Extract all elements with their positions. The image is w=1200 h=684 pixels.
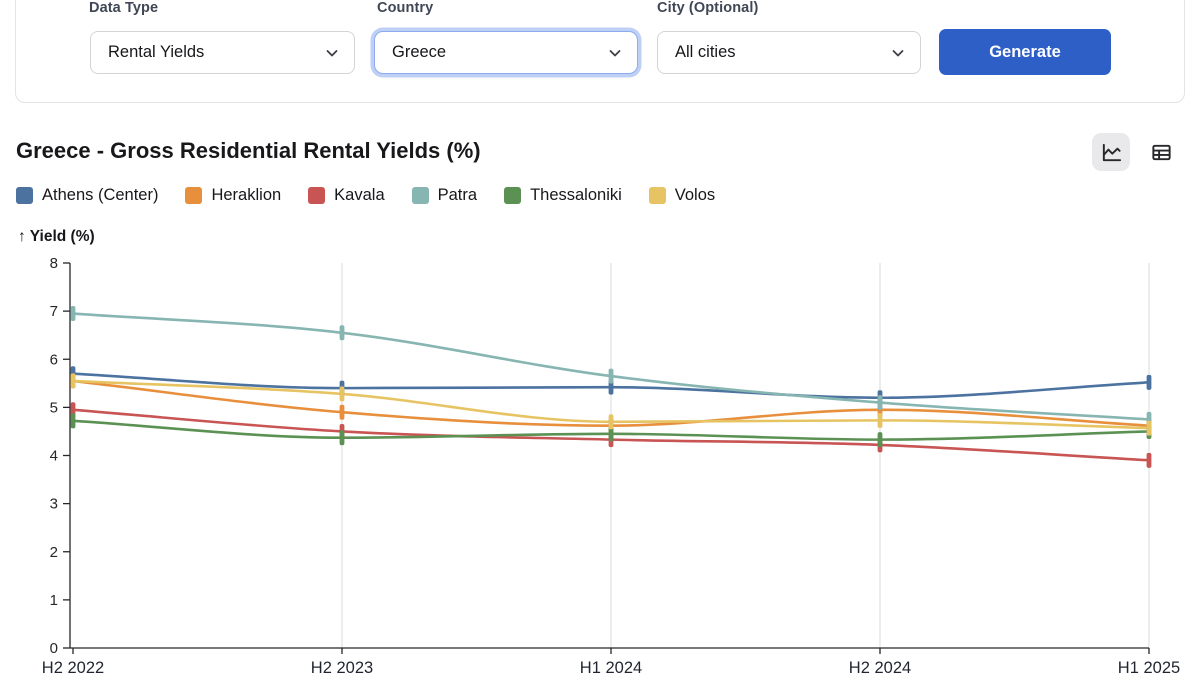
data-type-label: Data Type — [89, 0, 159, 16]
chevron-down-icon — [326, 49, 338, 56]
x-tick-label: H2 2022 — [42, 659, 104, 677]
legend-swatch — [411, 187, 429, 204]
legend-swatch — [504, 187, 522, 204]
x-tick-label: H2 2023 — [311, 659, 373, 677]
page-title: Greece - Gross Residential Rental Yields… — [16, 138, 481, 163]
point-marker-volos — [1146, 420, 1152, 436]
yield-line-chart: 0 1 2 3 4 5 6 7 8 H2 2022 H2 2023 H1 2024 H2 2024 H1 … — [42, 255, 1180, 677]
y-tick-label: 4 — [50, 448, 58, 465]
y-tick-label: 5 — [50, 399, 58, 416]
point-marker-patra — [339, 325, 345, 341]
legend-swatch — [185, 187, 203, 204]
data-type-select[interactable]: Rental Yields — [90, 31, 355, 74]
point-marker-volos — [877, 412, 883, 428]
legend-item-patra: Patra — [411, 186, 478, 205]
legend-label: Athens (Center) — [42, 186, 159, 204]
legend-swatch — [308, 187, 326, 204]
y-tick-label: 3 — [50, 496, 58, 513]
point-marker-athens-center — [1146, 374, 1152, 390]
y-tick-label: 2 — [50, 544, 58, 561]
country-select[interactable]: Greece — [374, 31, 638, 74]
y-tick-label: 7 — [50, 303, 58, 320]
country-value: Greece — [392, 43, 447, 61]
data-type-value: Rental Yields — [108, 43, 205, 61]
generate-button[interactable]: Generate — [939, 29, 1111, 75]
point-marker-volos — [70, 373, 76, 389]
point-marker-thessaloniki — [339, 430, 345, 446]
legend-swatch — [16, 187, 33, 204]
legend-label: Kavala — [334, 186, 385, 204]
legend-label: Patra — [437, 186, 478, 204]
point-marker-thessaloniki — [608, 426, 614, 442]
point-marker-volos — [608, 414, 614, 430]
city-select[interactable]: All cities — [657, 31, 921, 74]
legend-item-heraklion: Heraklion — [185, 186, 281, 205]
legend-label: Thessaloniki — [530, 186, 622, 204]
y-tick-label: 8 — [50, 255, 58, 272]
chevron-down-icon — [892, 49, 904, 56]
x-tick-label: H1 2024 — [580, 659, 642, 677]
legend-item-thessaloniki: Thessaloniki — [504, 186, 622, 205]
city-label: City (Optional) — [657, 0, 759, 16]
legend-item-kavala: Kavala — [308, 186, 385, 205]
point-marker-heraklion — [339, 404, 345, 420]
point-marker-kavala — [1146, 452, 1152, 468]
x-tick-label: H1 2025 — [1118, 659, 1180, 677]
y-tick-label: 0 — [50, 640, 58, 657]
y-tick-label: 1 — [50, 592, 58, 609]
chart-view-button[interactable] — [1092, 133, 1130, 171]
point-marker-patra — [70, 306, 76, 322]
point-marker-patra — [608, 368, 614, 384]
point-marker-volos — [339, 386, 345, 402]
line-chart-icon — [1102, 143, 1121, 161]
table-icon — [1151, 144, 1171, 160]
city-value: All cities — [675, 43, 736, 61]
legend-swatch — [648, 187, 666, 204]
x-tick-label: H2 2024 — [849, 659, 911, 677]
point-marker-patra — [877, 395, 883, 411]
y-tick-label: 6 — [50, 351, 58, 368]
point-marker-thessaloniki — [877, 432, 883, 448]
chevron-down-icon — [609, 49, 621, 56]
legend-label: Heraklion — [211, 186, 282, 204]
legend-item-volos: Volos — [648, 186, 716, 205]
y-axis-label: ↑ Yield (%) — [18, 228, 95, 245]
point-marker-thessaloniki — [70, 413, 76, 429]
country-label: Country — [377, 0, 434, 16]
table-view-button[interactable] — [1142, 133, 1180, 171]
chart-legend: Athens (Center) Heraklion Kavala Patra Thess… — [16, 186, 715, 205]
legend-item-athens-center: Athens (Center) — [16, 186, 158, 205]
legend-label: Volos — [674, 186, 716, 204]
